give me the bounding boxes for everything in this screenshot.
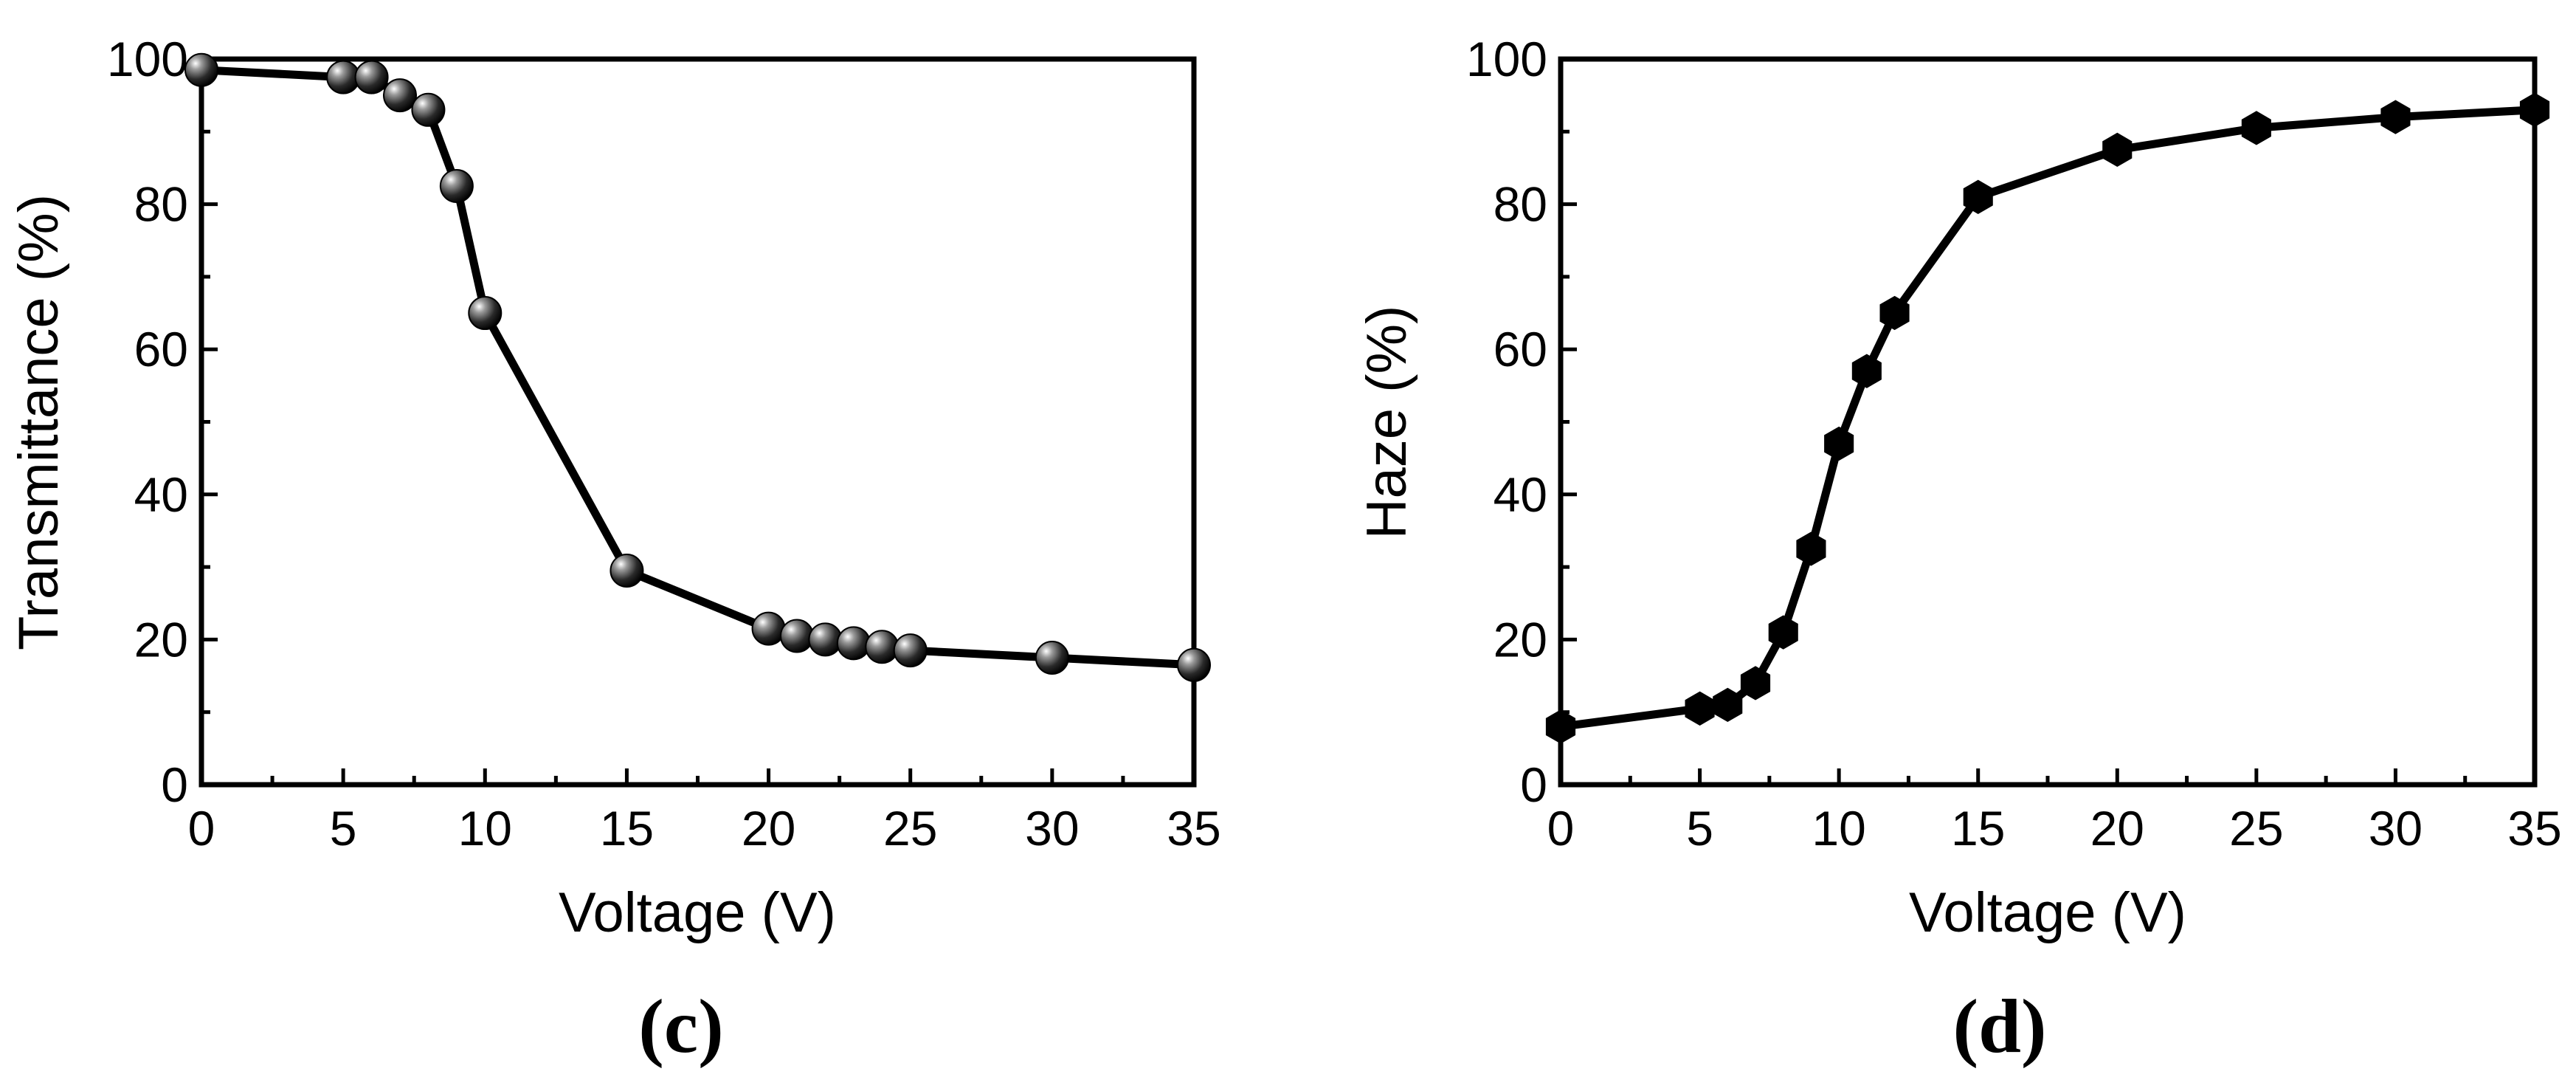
series-c — [184, 52, 1211, 682]
plot-frame-c — [198, 56, 1197, 788]
x-tick-label-c-6: 30 — [1025, 801, 1079, 856]
data-point-d-2 — [1713, 687, 1743, 723]
data-point-d-6 — [1824, 426, 1854, 461]
y-axis-label-d: Haze (%) — [1356, 306, 1418, 540]
series-line-c-0 — [201, 66, 1195, 670]
y-tick-label-d-2: 40 — [1494, 467, 1547, 522]
y-tick-label-d-0: 0 — [1520, 757, 1547, 812]
data-point-c-13 — [893, 633, 928, 668]
data-point-c-1 — [326, 60, 361, 94]
x-tick-label-d-5: 25 — [2229, 801, 2283, 856]
x-tick-label-d-7: 35 — [2507, 801, 2561, 856]
data-point-d-8 — [1879, 295, 1910, 331]
x-tick-label-d-2: 10 — [1812, 801, 1865, 856]
data-point-d-0 — [1545, 709, 1576, 744]
panel-label-d: (d) — [1952, 984, 2046, 1069]
data-point-c-15 — [1177, 647, 1211, 682]
x-tick-label-c-1: 5 — [330, 801, 357, 856]
x-tick-label-d-0: 0 — [1547, 801, 1575, 856]
x-ticks-c: 0 5 10 15 20 25 30 35 — [188, 768, 1221, 856]
y-tick-label-c-4: 80 — [134, 177, 188, 232]
data-point-c-9 — [780, 619, 814, 653]
y-ticks-c: 0 20 40 60 80 100 — [107, 32, 218, 812]
x-axis-label-d: Voltage (V) — [1909, 881, 2186, 944]
data-point-d-4 — [1768, 615, 1798, 650]
x-axis-label-c: Voltage (V) — [559, 881, 836, 944]
data-point-c-8 — [751, 611, 786, 646]
data-point-c-4 — [411, 92, 446, 127]
data-point-c-6 — [468, 296, 503, 331]
data-point-d-10 — [2102, 132, 2133, 168]
x-tick-label-c-3: 15 — [600, 801, 654, 856]
x-ticks-d: 0 5 10 15 20 25 30 35 — [1547, 768, 2562, 856]
y-tick-label-d-4: 80 — [1494, 177, 1547, 232]
y-tick-label-d-1: 20 — [1494, 612, 1547, 667]
data-point-c-7 — [610, 554, 644, 588]
y-tick-label-d-3: 60 — [1494, 322, 1547, 376]
data-point-d-11 — [2241, 111, 2271, 145]
data-point-c-2 — [354, 60, 389, 94]
data-point-d-7 — [1851, 354, 1882, 388]
x-tick-label-d-3: 15 — [1951, 801, 2005, 856]
x-tick-label-d-4: 20 — [2090, 801, 2144, 856]
x-tick-label-c-5: 25 — [883, 801, 937, 856]
y-tick-label-c-0: 0 — [161, 757, 188, 812]
data-point-d-5 — [1796, 531, 1826, 566]
y-tick-label-c-5: 100 — [107, 32, 188, 86]
data-point-d-1 — [1685, 691, 1715, 726]
series-line-d-0 — [1560, 106, 2535, 731]
x-tick-label-c-0: 0 — [188, 801, 215, 856]
y-tick-label-d-5: 100 — [1466, 32, 1547, 86]
data-point-d-3 — [1740, 666, 1771, 701]
data-point-c-14 — [1035, 640, 1069, 675]
data-point-d-9 — [1963, 179, 1993, 214]
x-tick-label-d-1: 5 — [1686, 801, 1713, 856]
data-point-c-10 — [808, 622, 843, 657]
y-tick-label-c-1: 20 — [134, 612, 188, 667]
y-ticks-d: 0 20 40 60 80 100 — [1466, 32, 1577, 812]
data-point-c-5 — [439, 169, 474, 204]
data-point-c-12 — [865, 630, 899, 664]
series-d — [1545, 92, 2550, 744]
x-tick-label-d-6: 30 — [2369, 801, 2423, 856]
plot-frame-d — [1558, 56, 2538, 788]
x-tick-label-c-4: 20 — [742, 801, 795, 856]
y-axis-label-c: Transmittance (%) — [7, 194, 70, 650]
data-point-c-3 — [383, 78, 417, 113]
x-tick-label-c-2: 10 — [458, 801, 512, 856]
y-tick-label-c-3: 60 — [134, 322, 188, 376]
data-point-c-0 — [184, 52, 218, 87]
y-tick-label-c-2: 40 — [134, 467, 188, 522]
x-tick-label-c-7: 35 — [1167, 801, 1220, 856]
data-point-d-12 — [2380, 100, 2411, 134]
panel-label-c: (c) — [638, 984, 723, 1069]
data-point-d-13 — [2519, 92, 2550, 127]
data-point-c-11 — [836, 626, 871, 661]
